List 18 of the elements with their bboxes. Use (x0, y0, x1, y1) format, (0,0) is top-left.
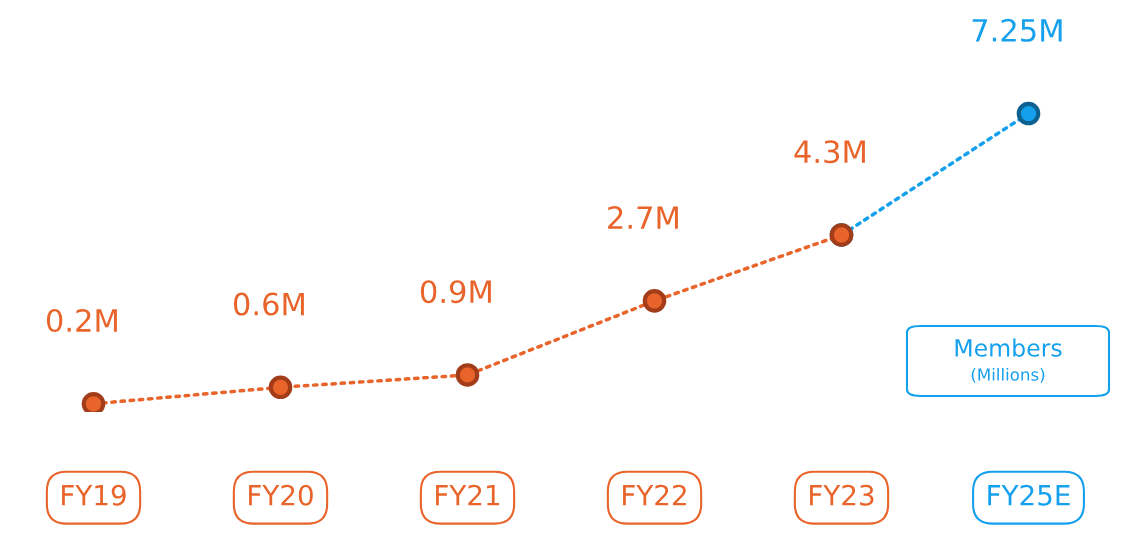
data-label: 0.6M (233, 292, 304, 316)
point (1016, 101, 1041, 126)
point (642, 289, 667, 313)
x-tick-label: FY23 (810, 484, 874, 506)
data-label: 7.25M (972, 18, 1062, 42)
x-tick-label: FY25E (988, 484, 1070, 506)
annotation: (Millions) (971, 367, 1045, 383)
data-label: 0.9M (420, 280, 491, 304)
data-label: 4.3M (794, 140, 865, 164)
point (455, 363, 480, 387)
x-tick-label: FY19 (62, 484, 126, 506)
data-label: 2.7M (608, 206, 678, 229)
x-tick-label: FY22 (623, 484, 686, 506)
x-tick-label: FY21 (436, 484, 500, 506)
point (268, 375, 293, 400)
data-label: 0.2M (46, 308, 117, 333)
x-tick-label: FY20 (249, 484, 313, 506)
annotation: Members (955, 338, 1062, 357)
